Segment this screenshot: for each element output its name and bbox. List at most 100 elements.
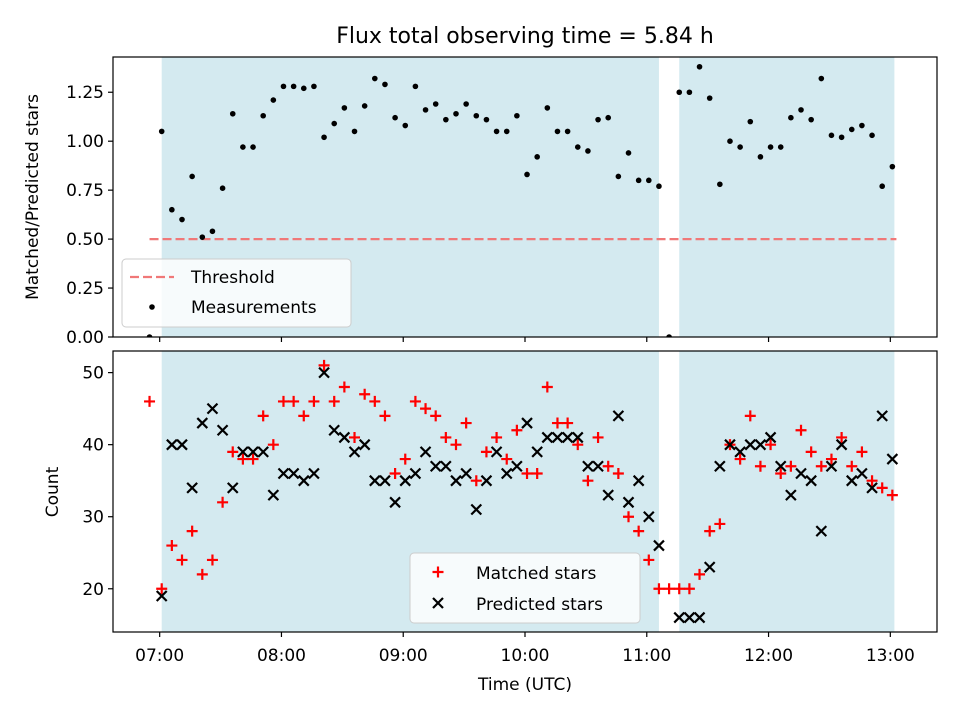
predicted-stars-point (500, 467, 513, 480)
measurement-point (331, 120, 338, 127)
matched-stars-point (338, 381, 350, 393)
matched-stars-point (572, 439, 584, 451)
predicted-stars-point (348, 446, 361, 458)
predicted-stars-point (876, 410, 888, 422)
measurement-point (514, 112, 520, 119)
measurement-point (280, 83, 287, 90)
predicted-stars-point (247, 446, 259, 458)
predicted-stars-point (825, 460, 838, 473)
measurement-point (351, 128, 358, 135)
matched-stars-point (785, 460, 797, 472)
predicted-stars-point (176, 438, 188, 451)
matched-stars-point (836, 431, 848, 443)
predicted-stars-point (845, 474, 858, 487)
measurement-point (422, 107, 429, 113)
matched-stars-point (694, 568, 706, 580)
ratio-y-tick-label: 1.00 (66, 132, 104, 152)
measurement-point (828, 132, 835, 139)
ratio-y-tick-label: 0.00 (66, 328, 104, 348)
predicted-stars-point (561, 431, 574, 444)
count-y-tick-label: 50 (82, 364, 104, 384)
matched-stars-point (612, 467, 624, 479)
matched-stars-point (166, 540, 178, 552)
predicted-stars-point (429, 460, 442, 473)
measurement-point (869, 132, 875, 139)
predicted-stars-point (693, 611, 706, 624)
matched-stars-point (288, 395, 300, 407)
predicted-stars-point (206, 402, 219, 415)
predicted-stars-point (186, 482, 198, 494)
matched-stars-point (257, 410, 269, 422)
legend-matched-swatch (432, 566, 444, 578)
matched-stars-point (480, 446, 492, 458)
matched-stars-point (156, 583, 168, 595)
predicted-stars-point (571, 431, 584, 444)
ratio-y-tick-label: 1.25 (66, 83, 104, 103)
matched-stars-point (643, 554, 655, 566)
predicted-stars-point (511, 460, 523, 473)
matched-stars-point (237, 453, 249, 465)
legend-measurements-label: Measurements (191, 298, 317, 318)
predicted-stars-point (795, 467, 807, 480)
measurement-point (483, 116, 490, 123)
x-axis-label: Time (UTC) (477, 675, 572, 695)
measurement-point (146, 334, 153, 337)
measurement-point (727, 138, 733, 144)
x-tick-label: 09:00 (379, 646, 428, 666)
predicted-stars-point (602, 489, 614, 501)
measurement-point (412, 83, 419, 90)
matched-stars-point (633, 525, 645, 537)
predicted-stars-point (318, 366, 330, 379)
predicted-stars-point (440, 460, 452, 473)
matched-stars-point (369, 395, 381, 407)
matched-stars-point (206, 554, 218, 566)
predicted-stars-point (328, 424, 340, 437)
measurement-point (737, 144, 743, 150)
measurement-point (463, 101, 469, 107)
predicted-stars-point (470, 503, 483, 516)
matched-stars-point (653, 583, 665, 595)
legend-threshold-label: Threshold (190, 268, 275, 288)
ratio-y-axis-label: Matched/Predicted stars (23, 94, 43, 300)
matched-stars-point (886, 489, 898, 501)
matched-stars-point (227, 446, 239, 458)
count-data-area (144, 359, 899, 624)
predicted-stars-point (450, 474, 462, 487)
matched-stars-point (491, 431, 503, 443)
count-panel: 20 30 40 50 07:00 08:00 09:00 10:00 11:00 12:00 13… (82, 350, 938, 666)
measurement-point (635, 177, 642, 184)
predicted-stars-point (673, 611, 686, 624)
measurement-point (361, 103, 368, 109)
legend-predicted-swatch (432, 597, 444, 609)
matched-stars-point (754, 460, 766, 472)
predicted-stars-point (490, 446, 503, 458)
predicted-stars-point (724, 438, 736, 451)
measurement-point (605, 114, 612, 121)
predicted-stars-point (389, 496, 401, 509)
predicted-stars-point (582, 460, 594, 473)
matched-stars-point (176, 554, 188, 566)
predicted-stars-point (764, 431, 777, 444)
measurement-point (158, 128, 165, 135)
predicted-stars-point (298, 474, 310, 487)
measurement-point (777, 144, 784, 150)
measurement-point (646, 177, 652, 184)
predicted-stars-point (480, 474, 493, 487)
matched-stars-point (825, 453, 837, 465)
predicted-stars-point (856, 467, 868, 480)
predicted-stars-point (369, 474, 381, 487)
predicted-stars-point (531, 446, 543, 458)
ratio-shaded-interval-2 (679, 57, 895, 337)
measurement-point (270, 97, 277, 103)
count-y-tick-label: 30 (82, 508, 104, 528)
measurement-point (179, 216, 185, 223)
matched-stars-point (805, 446, 817, 458)
count-y-axis-label: Count (43, 466, 63, 517)
measurement-point (260, 112, 266, 119)
matched-stars-point (551, 417, 563, 429)
ratio-y-tick-label: 0.25 (66, 279, 104, 299)
predicted-stars-point (338, 431, 351, 444)
matched-stars-point (389, 467, 401, 479)
matched-stars-point (582, 475, 594, 487)
measurement-point (889, 163, 896, 170)
